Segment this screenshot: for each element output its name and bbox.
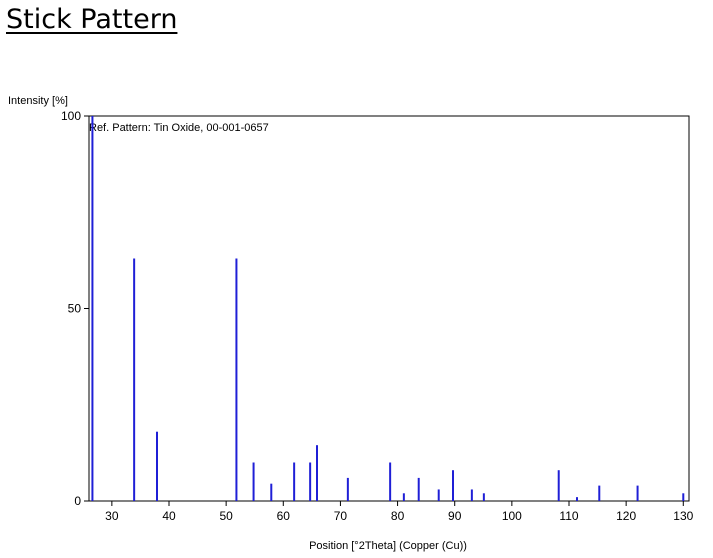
y-tick-label: 0 bbox=[74, 494, 81, 508]
page-heading: Stick Pattern bbox=[6, 4, 178, 35]
y-axis-title: Intensity [%] bbox=[8, 95, 68, 107]
y-tick-label: 50 bbox=[68, 302, 82, 316]
x-tick-label: 80 bbox=[391, 509, 405, 523]
x-tick-label: 90 bbox=[448, 509, 462, 523]
y-tick-label: 100 bbox=[61, 109, 81, 123]
x-tick-label: 120 bbox=[616, 509, 636, 523]
x-tick-label: 130 bbox=[673, 509, 693, 523]
x-axis-title: Position [°2Theta] (Copper (Cu)) bbox=[309, 540, 467, 552]
x-tick-label: 110 bbox=[559, 509, 578, 523]
chart-annotation: Ref. Pattern: Tin Oxide, 00-001-0657 bbox=[89, 122, 269, 134]
x-axis: 30 40 50 60 70 80 90 100 110 120 130 bbox=[105, 501, 694, 523]
y-axis: 0 50 100 bbox=[61, 109, 89, 508]
x-tick-label: 50 bbox=[219, 509, 233, 523]
x-tick-label: 60 bbox=[277, 509, 291, 523]
plot-frame bbox=[88, 115, 690, 502]
x-tick-label: 70 bbox=[334, 509, 348, 523]
sticks-group bbox=[91, 116, 685, 501]
x-tick-label: 40 bbox=[162, 509, 176, 523]
x-tick-label: 100 bbox=[502, 509, 522, 523]
x-tick-label: 30 bbox=[105, 509, 119, 523]
